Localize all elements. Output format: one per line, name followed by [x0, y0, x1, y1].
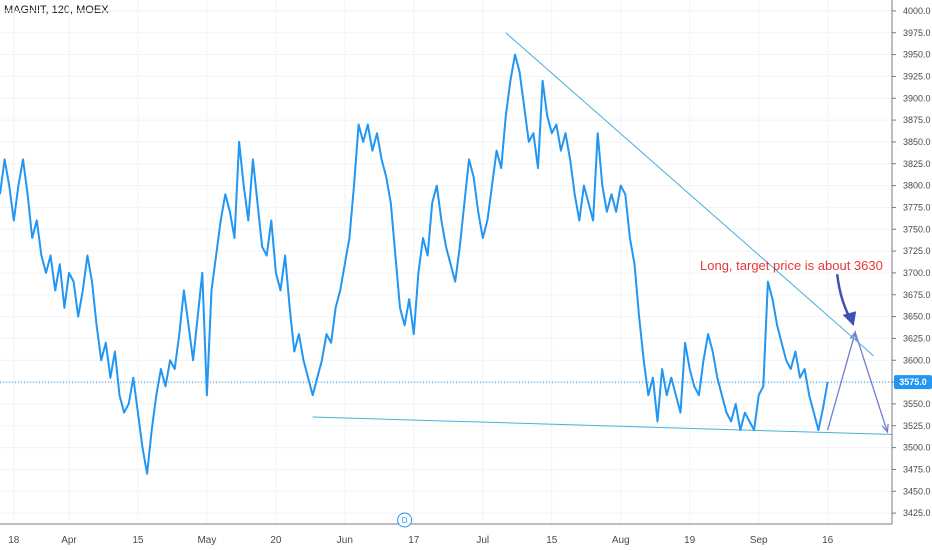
- pointer-arrow-head: [842, 311, 857, 326]
- y-tick-label: 3900.0: [903, 93, 931, 103]
- y-tick-label: 3525.0: [903, 421, 931, 431]
- y-tick-label: 3600.0: [903, 355, 931, 365]
- x-tick-label: 18: [8, 535, 20, 546]
- x-tick-label: 20: [270, 535, 282, 546]
- x-tick-label: Jul: [476, 535, 489, 546]
- last-price-badge-bg: [894, 375, 932, 390]
- last-price-badge-label: 3575.0: [899, 377, 927, 387]
- grid: [0, 0, 892, 524]
- y-tick-label: 3825.0: [903, 159, 931, 169]
- y-tick-label: 3875.0: [903, 115, 931, 125]
- x-tick-label: 15: [546, 535, 558, 546]
- x-tick-label: Aug: [612, 535, 630, 546]
- y-tick-label: 3750.0: [903, 224, 931, 234]
- x-tick-label: Jun: [337, 535, 353, 546]
- price-series: [0, 53, 829, 475]
- y-tick-label: 3925.0: [903, 71, 931, 81]
- y-tick-label: 3775.0: [903, 202, 931, 212]
- price-line: [0, 53, 829, 475]
- x-tick-label: 19: [684, 535, 696, 546]
- x-tick-label: Sep: [750, 535, 768, 546]
- y-tick-label: 3475.0: [903, 464, 931, 474]
- annotation-text: Long, target price is about 3630: [700, 258, 883, 273]
- y-tick-label: 3850.0: [903, 137, 931, 147]
- x-tick-label: May: [197, 535, 216, 546]
- arrow-head: [881, 423, 889, 434]
- trendline[interactable]: [312, 416, 893, 435]
- annotation-group: Long, target price is about 3630: [700, 258, 883, 326]
- symbol-label: MAGNIT, 120, MOEX: [4, 4, 109, 16]
- projection-arrows: [826, 330, 889, 434]
- event-badge-label: D: [402, 516, 408, 525]
- y-tick-label: 3550.0: [903, 399, 931, 409]
- x-tick-label: 15: [132, 535, 144, 546]
- y-tick-label: 3975.0: [903, 28, 931, 38]
- y-tick-label: 3800.0: [903, 181, 931, 191]
- y-tick-label: 3650.0: [903, 312, 931, 322]
- event-badge-group[interactable]: D: [397, 512, 413, 528]
- x-tick-label: 16: [822, 535, 834, 546]
- y-tick-label: 3500.0: [903, 443, 931, 453]
- y-tick-label: 3725.0: [903, 246, 931, 256]
- y-tick-label: 4000.0: [903, 6, 931, 16]
- arrow-head: [849, 330, 857, 341]
- y-tick-label: 3450.0: [903, 486, 931, 496]
- y-tick-label: 3700.0: [903, 268, 931, 278]
- y-tick-label: 3625.0: [903, 333, 931, 343]
- y-tick-label: 3675.0: [903, 290, 931, 300]
- x-tick-label: 17: [408, 535, 420, 546]
- x-tick-label: Apr: [61, 535, 77, 546]
- trendlines: [312, 32, 893, 435]
- y-tick-label: 3425.0: [903, 508, 931, 518]
- last-price-badge: 3575.0: [894, 375, 932, 390]
- event-badge-circle[interactable]: [397, 512, 413, 528]
- trendline[interactable]: [505, 32, 874, 357]
- y-tick-label: 3950.0: [903, 50, 931, 60]
